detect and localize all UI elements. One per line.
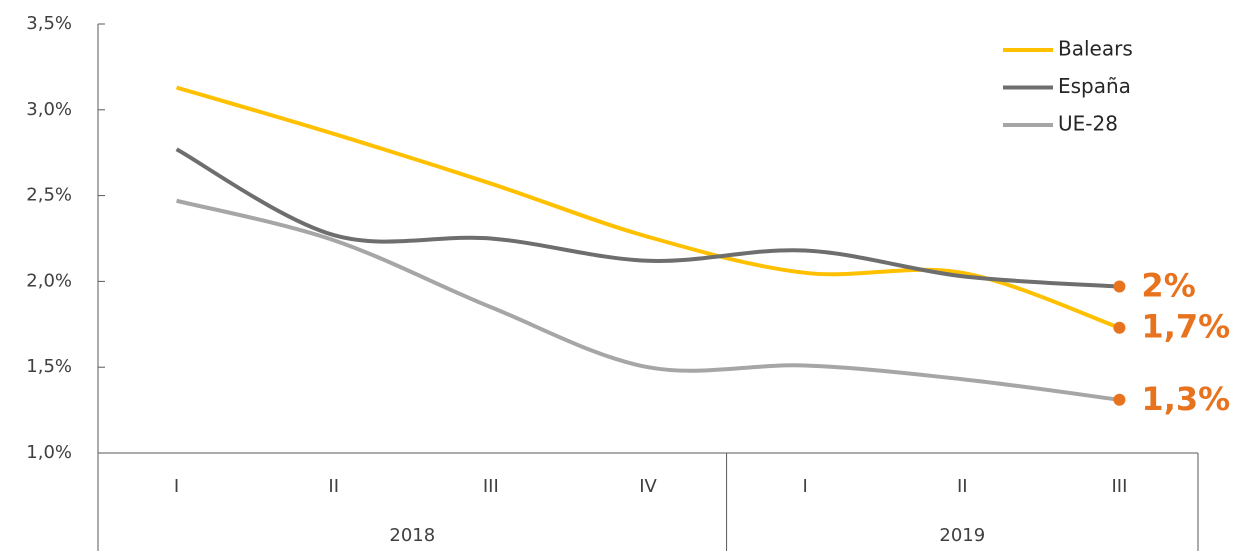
x-tick-label: IV (639, 476, 657, 497)
series-line (176, 198, 1120, 402)
x-tick-label: II (957, 476, 968, 497)
group-label: 2018 (389, 525, 435, 546)
x-tick-label: III (1111, 476, 1127, 497)
x-tick-label: I (802, 476, 807, 497)
x-tick-label: II (328, 476, 339, 497)
y-tick-label: 1,5% (26, 356, 72, 377)
x-tick-label: I (174, 476, 179, 497)
legend-label: España (1058, 74, 1131, 98)
value-label: 1,3% (1141, 380, 1230, 418)
x-tick-label: III (483, 476, 499, 497)
series-line (175, 147, 1120, 289)
y-tick-label: 2,5% (26, 185, 72, 206)
y-tick-label: 2,0% (26, 270, 72, 291)
end-point (1113, 280, 1126, 293)
series-line (176, 85, 1121, 330)
end-point (1113, 321, 1126, 334)
group-label: 2019 (939, 525, 985, 546)
y-tick-label: 1,0% (26, 442, 72, 463)
y-tick-label: 3,0% (26, 99, 72, 120)
value-label: 2% (1141, 267, 1195, 305)
end-point (1113, 393, 1126, 406)
legend-label: UE-28 (1058, 112, 1118, 136)
legend-label: Balears (1058, 37, 1133, 61)
y-tick-label: 3,5% (26, 13, 72, 34)
value-label: 1,7% (1141, 308, 1230, 346)
